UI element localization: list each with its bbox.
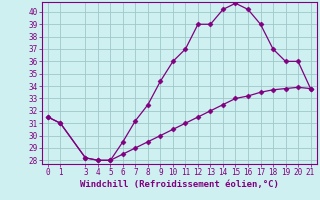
X-axis label: Windchill (Refroidissement éolien,°C): Windchill (Refroidissement éolien,°C) bbox=[80, 180, 279, 189]
